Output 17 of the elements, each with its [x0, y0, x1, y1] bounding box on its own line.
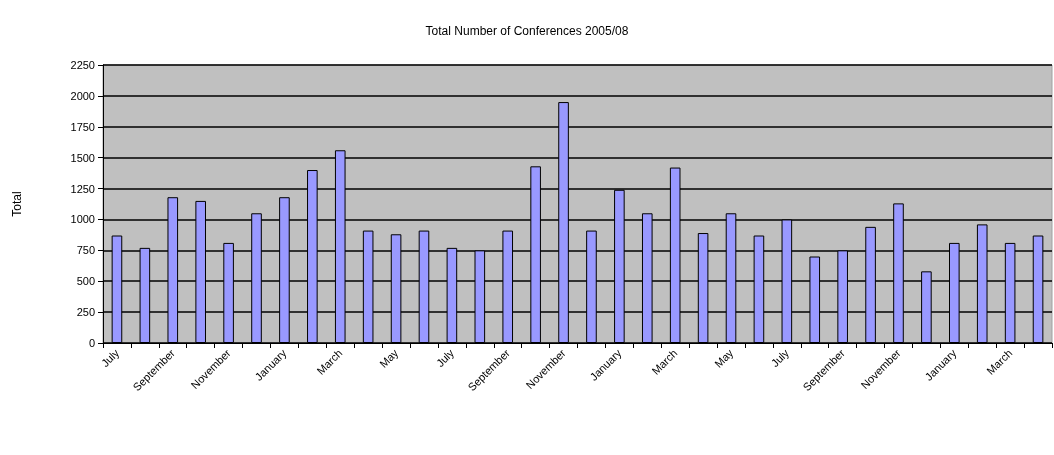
x-tick-label: May — [712, 346, 736, 370]
chart-title: Total Number of Conferences 2005/08 — [425, 24, 629, 38]
y-tick-label: 1250 — [70, 182, 95, 195]
x-tick-label: July — [768, 346, 792, 370]
y-tick-label: 1500 — [70, 151, 95, 164]
y-tick-label: 750 — [76, 244, 95, 257]
x-tick-label: July — [433, 346, 457, 370]
y-tick-label: 1750 — [70, 120, 95, 133]
y-tick-label: 0 — [88, 337, 95, 349]
y-tick-label: 2250 — [70, 59, 95, 71]
x-tick-label: July — [98, 346, 122, 370]
y-tick-label: 250 — [76, 306, 95, 319]
y-tick-label: 2000 — [70, 89, 95, 102]
x-tick-label: May — [377, 346, 401, 370]
y-tick-label: 1000 — [70, 213, 95, 226]
y-axis-title: Total — [10, 191, 24, 217]
y-tick-label: 500 — [76, 275, 95, 288]
